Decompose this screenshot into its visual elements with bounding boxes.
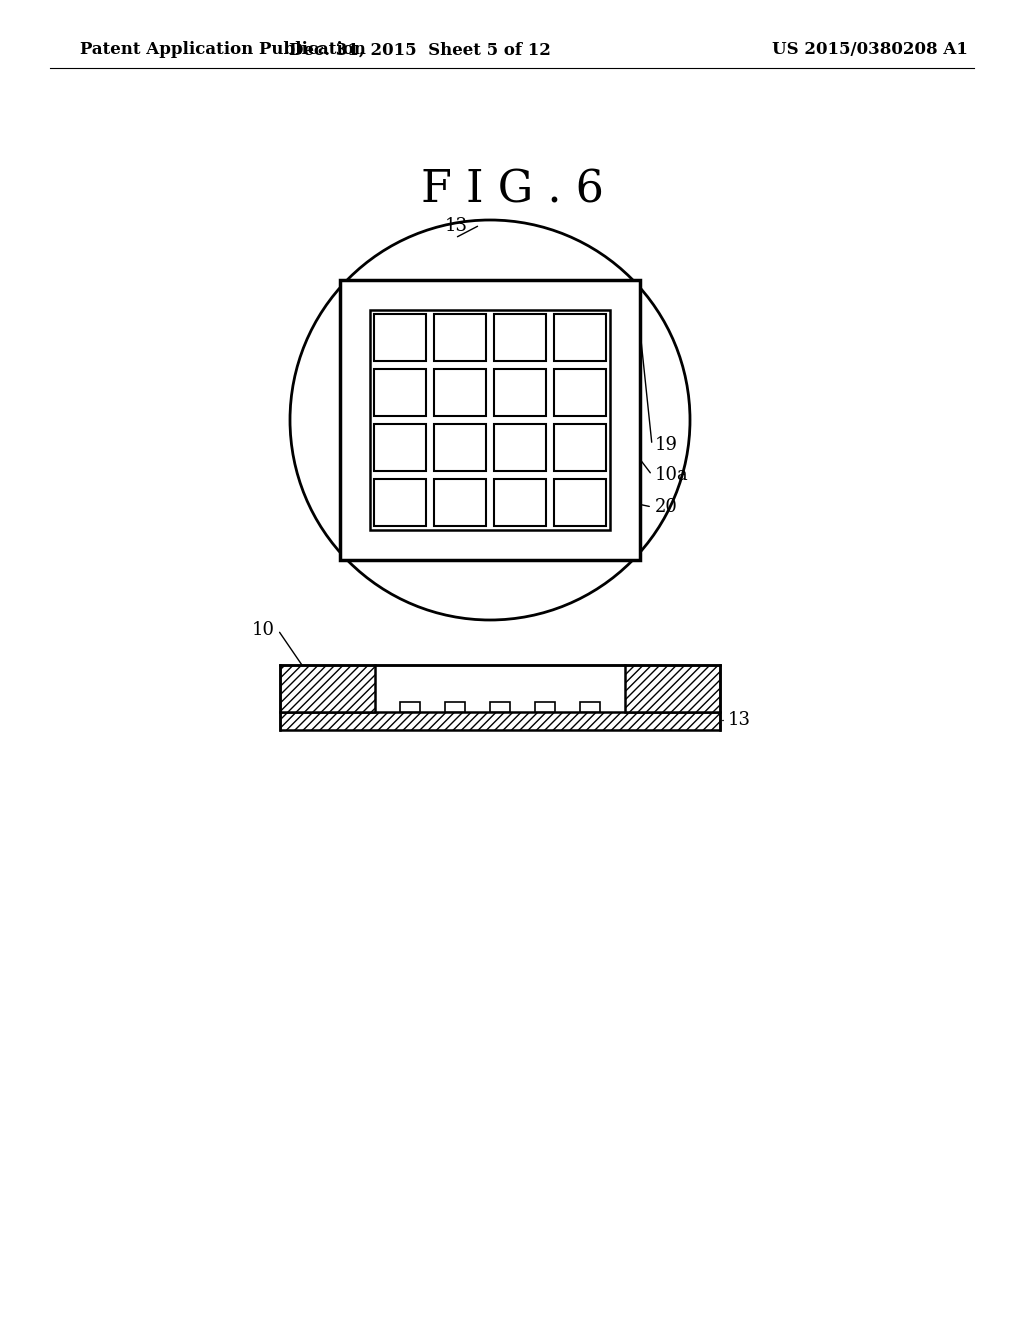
Bar (494, 370, 546, 416)
Text: 10: 10 (252, 620, 275, 639)
Bar (434, 424, 486, 471)
Bar (494, 314, 546, 360)
Text: 13: 13 (728, 711, 751, 729)
Bar (370, 310, 610, 531)
Bar (374, 479, 426, 525)
Bar (554, 424, 606, 471)
Bar (580, 702, 600, 711)
Text: F I G . 6: F I G . 6 (421, 169, 603, 211)
Bar (494, 479, 546, 525)
Bar (374, 370, 426, 416)
Bar (280, 665, 375, 711)
Text: Patent Application Publication: Patent Application Publication (80, 41, 366, 58)
Bar (374, 424, 426, 471)
Bar (554, 314, 606, 360)
Bar (445, 702, 465, 711)
Bar (625, 665, 720, 711)
Bar (374, 314, 426, 360)
Bar (434, 314, 486, 360)
Text: 13: 13 (445, 216, 468, 235)
Bar (400, 702, 420, 711)
Bar (494, 424, 546, 471)
Bar (434, 370, 486, 416)
Text: 20: 20 (655, 498, 678, 516)
Bar (490, 702, 510, 711)
Text: Dec. 31, 2015  Sheet 5 of 12: Dec. 31, 2015 Sheet 5 of 12 (289, 41, 551, 58)
Bar (340, 280, 640, 560)
Bar (554, 479, 606, 525)
Text: 10a: 10a (655, 466, 689, 484)
Bar (280, 711, 720, 730)
Text: US 2015/0380208 A1: US 2015/0380208 A1 (772, 41, 968, 58)
Bar (554, 370, 606, 416)
Bar (434, 479, 486, 525)
Text: 19: 19 (655, 436, 678, 454)
Bar (535, 702, 555, 711)
